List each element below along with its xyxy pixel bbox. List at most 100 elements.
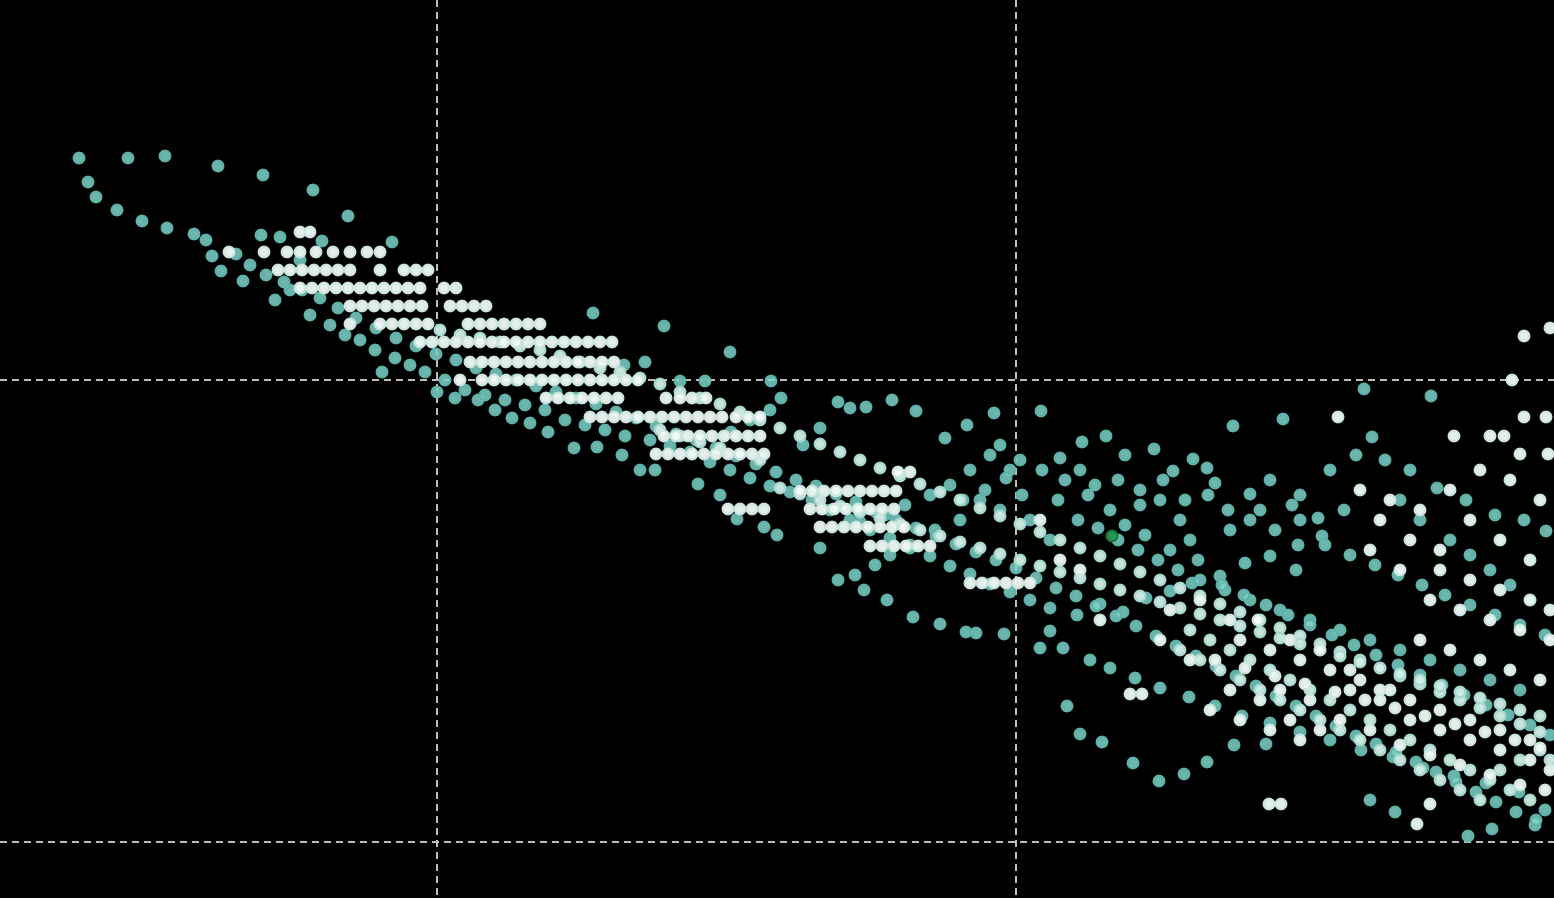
data-point-teal bbox=[1171, 563, 1185, 577]
data-point-white bbox=[295, 263, 309, 277]
data-point-teal bbox=[1099, 429, 1113, 443]
data-point-white bbox=[473, 335, 487, 349]
data-point-white bbox=[815, 502, 829, 516]
data-point-pale bbox=[1413, 763, 1427, 777]
data-point-teal bbox=[774, 391, 788, 405]
data-point-white bbox=[1208, 653, 1222, 667]
data-point-white bbox=[415, 299, 429, 313]
data-point-teal bbox=[1538, 803, 1552, 817]
data-point-teal bbox=[938, 431, 952, 445]
data-point-white bbox=[697, 447, 711, 461]
data-point-white bbox=[1473, 653, 1487, 667]
data-point-teal bbox=[1323, 733, 1337, 747]
data-point-teal bbox=[1083, 653, 1097, 667]
data-point-white bbox=[1298, 677, 1312, 691]
data-point-teal bbox=[1182, 690, 1196, 704]
data-point-white bbox=[257, 245, 271, 259]
data-point-pale bbox=[1293, 703, 1307, 717]
data-point-white bbox=[1483, 429, 1497, 443]
data-point-teal bbox=[1523, 718, 1537, 732]
data-point-teal bbox=[1173, 513, 1187, 527]
data-point-white bbox=[753, 410, 767, 424]
data-point-teal bbox=[831, 395, 845, 409]
data-point-white bbox=[1513, 623, 1527, 637]
data-point-teal bbox=[963, 463, 977, 477]
data-point-white bbox=[1363, 543, 1377, 557]
data-point-white bbox=[1251, 613, 1265, 627]
data-point-teal bbox=[1151, 553, 1165, 567]
data-point-pale bbox=[1533, 709, 1547, 723]
data-point-white bbox=[571, 373, 585, 387]
data-point-white bbox=[1053, 553, 1067, 567]
data-point-pale bbox=[1373, 743, 1387, 757]
data-point-teal bbox=[1088, 478, 1102, 492]
data-point-teal bbox=[769, 465, 783, 479]
data-point-teal bbox=[1276, 412, 1290, 426]
data-point-teal bbox=[1263, 549, 1277, 563]
data-point-teal bbox=[538, 403, 552, 417]
data-point-white bbox=[703, 410, 717, 424]
data-point-pale bbox=[433, 323, 447, 337]
data-point-white bbox=[385, 317, 399, 331]
data-point-teal bbox=[1243, 487, 1257, 501]
data-point-white bbox=[911, 539, 925, 553]
data-point-teal bbox=[1289, 563, 1303, 577]
data-point-teal bbox=[158, 149, 172, 163]
data-point-white bbox=[360, 245, 374, 259]
data-point-white bbox=[511, 373, 525, 387]
data-point-white bbox=[1033, 513, 1047, 527]
data-point-teal bbox=[1095, 735, 1109, 749]
data-point-white bbox=[861, 520, 875, 534]
data-point-white bbox=[293, 281, 307, 295]
data-point-teal bbox=[1208, 476, 1222, 490]
data-point-teal bbox=[1186, 452, 1200, 466]
data-point-teal bbox=[713, 488, 727, 502]
data-point-white bbox=[1393, 738, 1407, 752]
data-point-teal bbox=[418, 365, 432, 379]
data-point-teal bbox=[558, 413, 572, 427]
data-point-white bbox=[449, 281, 463, 295]
data-point-white bbox=[1523, 553, 1537, 567]
data-point-teal bbox=[1081, 488, 1095, 502]
data-point-teal bbox=[81, 175, 95, 189]
data-point-white bbox=[1539, 410, 1553, 424]
data-point-white bbox=[509, 335, 523, 349]
data-point-white bbox=[373, 263, 387, 277]
data-point-teal bbox=[943, 478, 957, 492]
data-point-white bbox=[475, 355, 489, 369]
data-point-white bbox=[963, 576, 977, 590]
data-point-white bbox=[1493, 583, 1507, 597]
data-point-teal bbox=[1443, 533, 1457, 547]
data-point-teal bbox=[813, 541, 827, 555]
data-point-white bbox=[733, 502, 747, 516]
data-point-teal bbox=[268, 293, 282, 307]
data-point-white bbox=[563, 391, 577, 405]
data-point-pale bbox=[1113, 583, 1127, 597]
data-point-white bbox=[729, 410, 743, 424]
data-point-teal bbox=[987, 406, 1001, 420]
data-point-white bbox=[326, 245, 340, 259]
data-point-white bbox=[793, 484, 807, 498]
data-point-white bbox=[485, 317, 499, 331]
data-point-pale bbox=[933, 485, 947, 499]
data-point-teal bbox=[187, 227, 201, 241]
data-point-white bbox=[559, 355, 573, 369]
data-point-teal bbox=[1459, 493, 1473, 507]
data-point-pale bbox=[1033, 525, 1047, 539]
data-point-white bbox=[1463, 713, 1477, 727]
data-point-teal bbox=[1013, 453, 1027, 467]
data-point-white bbox=[509, 317, 523, 331]
data-point-white bbox=[1517, 329, 1531, 343]
data-point-white bbox=[533, 317, 547, 331]
data-point-teal bbox=[648, 463, 662, 477]
data-point-white bbox=[1403, 693, 1417, 707]
data-point-white bbox=[1203, 703, 1217, 717]
data-point-teal bbox=[615, 448, 629, 462]
data-point-teal bbox=[969, 626, 983, 640]
data-point-pale bbox=[773, 481, 787, 495]
data-point-white bbox=[499, 373, 513, 387]
data-point-white bbox=[705, 429, 719, 443]
data-point-pale bbox=[1503, 783, 1517, 797]
data-point-teal bbox=[590, 440, 604, 454]
data-point-white bbox=[1463, 733, 1477, 747]
